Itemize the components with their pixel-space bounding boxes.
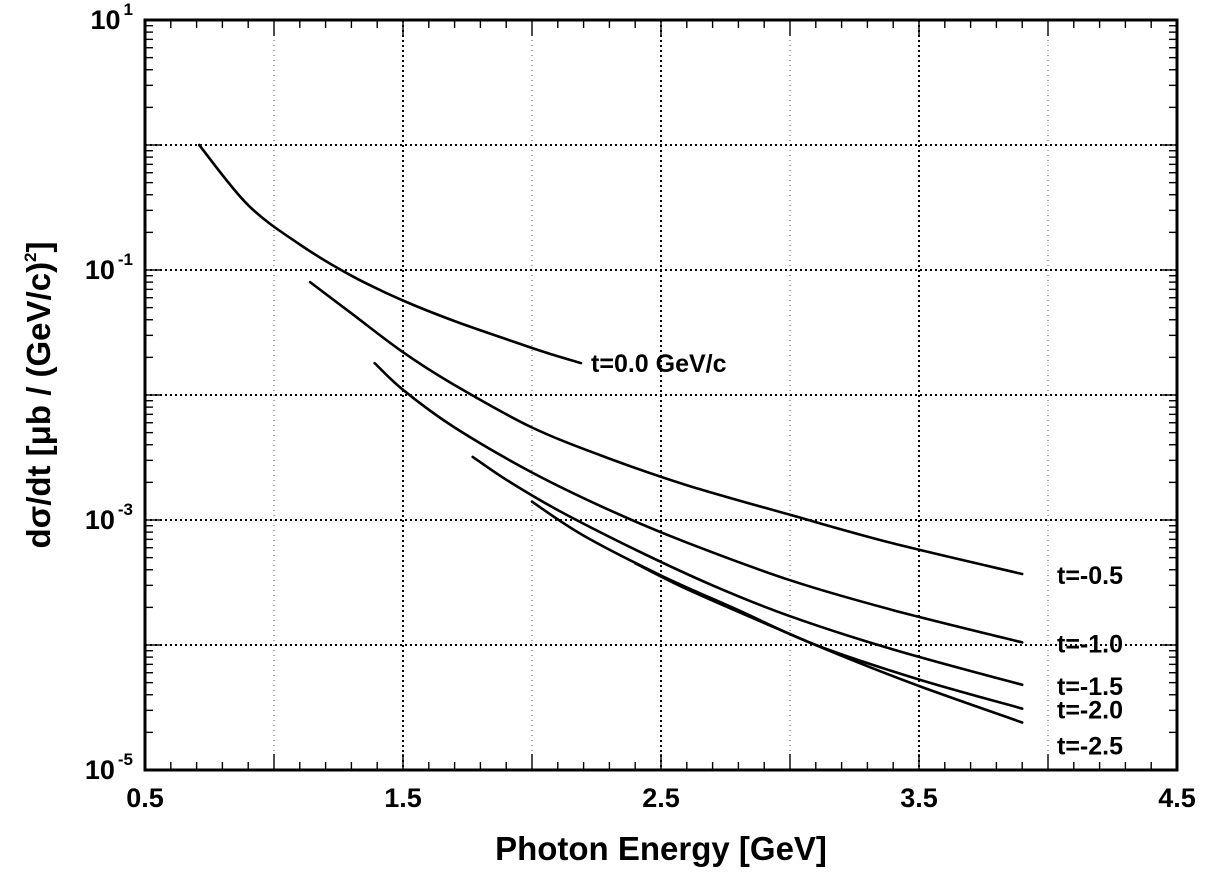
series-line-1 (308, 280, 1024, 576)
x-tick-labels: 0.5 1.5 2.5 3.5 4.5 (126, 783, 1196, 813)
x-tick-label: 2.5 (642, 783, 680, 813)
series-line-3 (471, 455, 1024, 687)
series-labels: t=0.0 GeV/c t=-0.5 t=-1.0 t=-1.5t=-2.0 t=-2.… (591, 350, 1123, 760)
plot-frame (143, 18, 1179, 772)
y-tick-label-base: 10 (85, 505, 115, 535)
y-tick-label-exp: -3 (118, 500, 133, 519)
series-label-5: t=-2.5 (1057, 732, 1123, 760)
series-label-2: t=-1.0 (1057, 630, 1123, 658)
y-axis-title: dσ/dt [μb / (GeV/c)2] (20, 241, 57, 548)
grid (145, 20, 1177, 770)
y-tick-label-base: 10 (85, 255, 115, 285)
x-tick-label: 4.5 (1158, 783, 1196, 813)
series-line-0 (197, 143, 583, 365)
series-label-0: t=0.0 GeV/c (591, 350, 727, 378)
y-tick-label: 10 -1 (85, 250, 133, 285)
y-tick-label-base: 10 (90, 5, 120, 35)
y-tick-label-exp: -5 (118, 750, 133, 769)
x-tick-label: 1.5 (384, 783, 422, 813)
y-axis-title-main: dσ/dt [μb / (GeV/c) (20, 262, 57, 549)
y-tick-label-exp: -1 (118, 250, 133, 269)
y-tick-label-exp: 1 (124, 0, 133, 19)
x-tick-label: 0.5 (126, 783, 164, 813)
series-curves (197, 143, 1024, 724)
series-line-2 (373, 361, 1024, 644)
y-axis-title-sup: 2 (21, 252, 40, 261)
y-tick-label: 10 -3 (85, 500, 133, 535)
y-tick-label: 10 1 (90, 0, 133, 35)
series-line-4 (530, 500, 1024, 710)
y-tick-label: 10 -5 (85, 750, 133, 785)
y-tick-label-base: 10 (85, 755, 115, 785)
y-axis-title-end: ] (20, 241, 57, 252)
series-line-5 (633, 562, 1024, 724)
series-label-3: t=-1.5 (1057, 673, 1123, 701)
x-axis-title: Photon Energy [GeV] (495, 830, 827, 867)
x-tick-label: 3.5 (900, 783, 938, 813)
series-label-1: t=-0.5 (1057, 562, 1123, 590)
series-label-4: t=-2.0 (1057, 697, 1123, 725)
